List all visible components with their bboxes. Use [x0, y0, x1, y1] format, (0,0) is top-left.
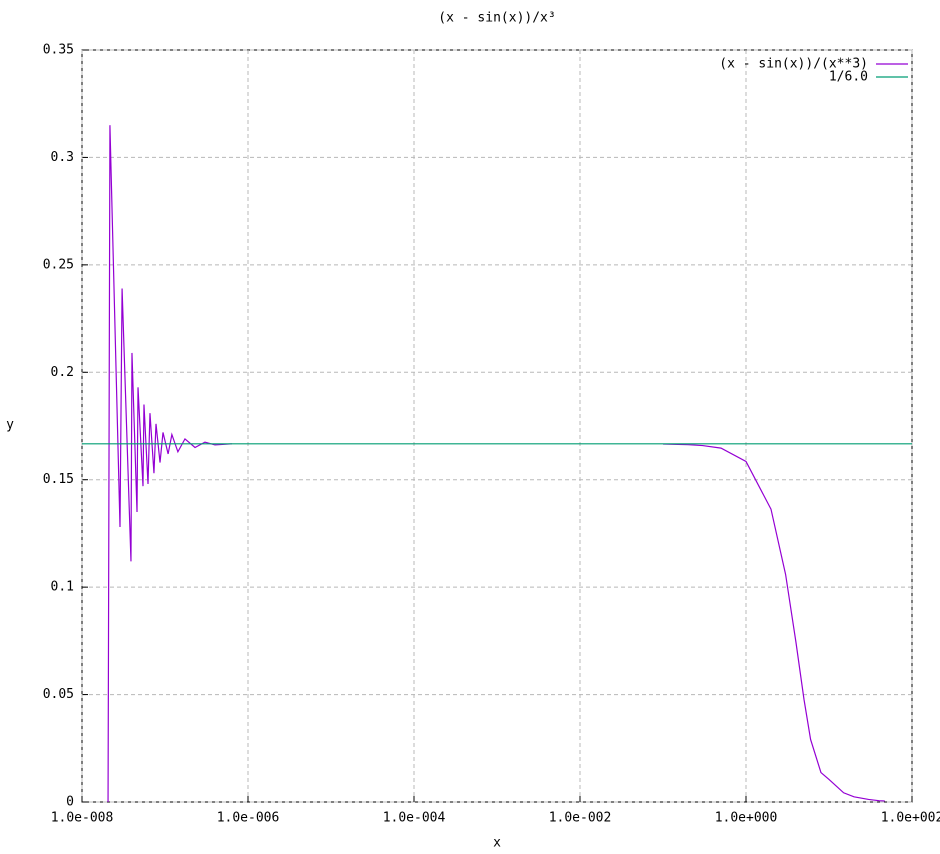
- x-tick-label: 1.0e-008: [51, 811, 114, 826]
- y-tick-label: 0.1: [51, 580, 74, 595]
- y-tick-label: 0.3: [51, 150, 74, 165]
- y-tick-label: 0: [66, 795, 74, 810]
- x-tick-label: 1.0e+000: [715, 811, 778, 826]
- x-tick-label: 1.0e+002: [881, 811, 940, 826]
- plot-frame: [81, 49, 913, 803]
- y-tick-label: 0.35: [43, 43, 74, 58]
- series-line: [107, 125, 885, 803]
- legend-label: (x - sin(x))/(x**3): [719, 57, 868, 72]
- legend-label: 1/6.0: [829, 70, 868, 85]
- y-axis-label: y: [6, 418, 14, 433]
- y-tick-label: 0.15: [43, 472, 74, 487]
- y-tick-label: 0.25: [43, 257, 74, 272]
- x-axis-label: x: [493, 836, 501, 851]
- x-tick-label: 1.0e-004: [383, 811, 446, 826]
- chart-title: (x - sin(x))/x³: [438, 11, 555, 26]
- x-tick-label: 1.0e-006: [217, 811, 280, 826]
- y-tick-label: 0.05: [43, 687, 74, 702]
- y-tick-label: 0.2: [51, 365, 74, 380]
- x-tick-label: 1.0e-002: [549, 811, 612, 826]
